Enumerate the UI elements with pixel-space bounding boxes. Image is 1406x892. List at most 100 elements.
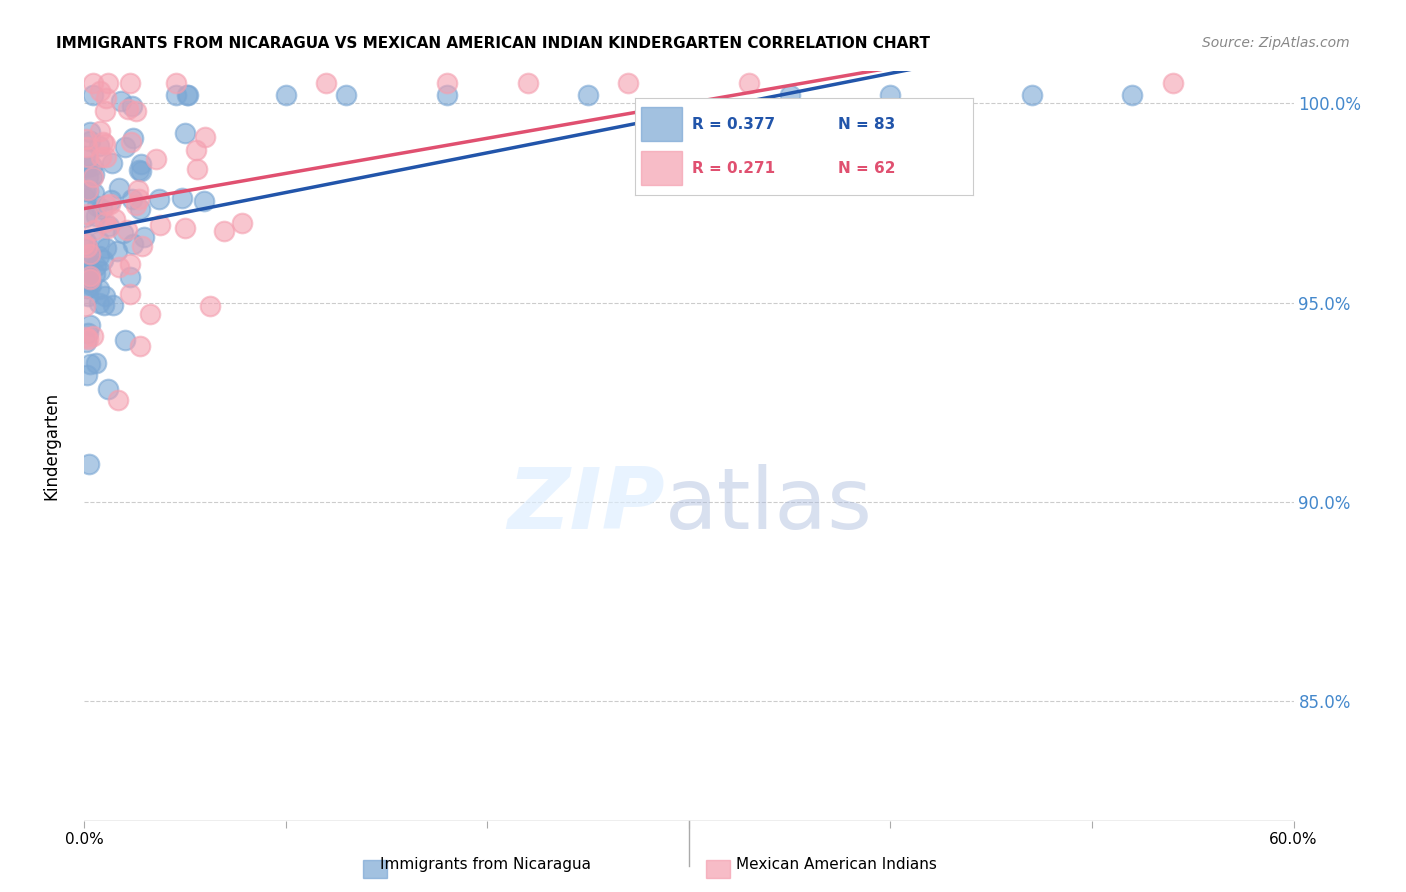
Point — [129, 202, 152, 216]
Point — [101, 155, 124, 169]
Point — [87, 235, 110, 249]
Point — [738, 76, 761, 90]
Point — [231, 216, 253, 230]
Point — [79, 318, 101, 332]
Point — [97, 221, 120, 235]
Point — [82, 170, 104, 185]
Point — [129, 164, 152, 178]
Point — [172, 191, 194, 205]
Point — [97, 383, 120, 397]
Point — [436, 76, 458, 90]
Point — [76, 260, 98, 275]
Point — [173, 220, 195, 235]
Point — [90, 150, 112, 164]
Point — [90, 202, 112, 216]
Point — [76, 140, 98, 154]
Point — [94, 137, 117, 152]
Point — [149, 219, 172, 233]
Point — [1121, 88, 1143, 103]
Point — [121, 236, 143, 251]
Point — [87, 296, 110, 310]
Point — [84, 267, 107, 281]
Point — [128, 192, 150, 206]
Point — [120, 257, 142, 271]
Point — [77, 332, 100, 346]
Point — [75, 334, 97, 349]
Point — [86, 199, 108, 213]
Point — [77, 183, 100, 197]
Point — [76, 160, 98, 174]
Point — [165, 76, 187, 90]
Point — [77, 457, 100, 471]
Point — [274, 88, 297, 103]
Point — [436, 88, 458, 103]
Point — [1161, 76, 1184, 90]
Text: Immigrants from Nicaragua: Immigrants from Nicaragua — [380, 857, 591, 872]
Point — [75, 131, 97, 145]
Point — [100, 193, 122, 207]
Point — [76, 207, 98, 221]
Point — [89, 249, 111, 263]
Point — [94, 103, 117, 118]
Point — [617, 76, 640, 90]
Point — [516, 76, 538, 90]
Point — [121, 99, 143, 113]
Point — [1021, 88, 1043, 103]
Point — [118, 270, 141, 285]
Point — [107, 393, 129, 408]
Point — [80, 170, 103, 185]
Point — [193, 194, 215, 208]
Point — [125, 103, 148, 118]
Point — [177, 88, 200, 103]
Point — [89, 264, 111, 278]
Point — [82, 329, 104, 343]
Point — [75, 330, 97, 344]
Point — [315, 76, 337, 90]
Point — [94, 241, 117, 255]
Point — [115, 222, 138, 236]
Point — [83, 186, 105, 200]
Point — [93, 215, 115, 229]
Point — [186, 143, 208, 157]
Point — [120, 287, 142, 301]
Point — [174, 126, 197, 140]
Point — [76, 368, 98, 382]
Point — [128, 163, 150, 178]
Point — [120, 135, 142, 149]
Point — [879, 88, 901, 103]
Point — [77, 252, 100, 267]
Point — [94, 91, 117, 105]
Point — [75, 268, 97, 283]
Point — [83, 167, 105, 181]
Point — [132, 230, 155, 244]
Point — [335, 88, 357, 103]
Point — [186, 162, 208, 177]
Point — [77, 326, 100, 340]
Point — [79, 247, 101, 261]
Point — [105, 244, 128, 258]
Point — [83, 223, 105, 237]
Point — [77, 150, 100, 164]
Point — [117, 103, 139, 117]
Point — [100, 197, 122, 211]
Point — [79, 272, 101, 286]
Point — [76, 169, 98, 184]
Point — [73, 299, 96, 313]
Point — [89, 84, 111, 98]
Text: IMMIGRANTS FROM NICARAGUA VS MEXICAN AMERICAN INDIAN KINDERGARTEN CORRELATION CH: IMMIGRANTS FROM NICARAGUA VS MEXICAN AME… — [56, 36, 931, 51]
Point — [79, 275, 101, 289]
Point — [165, 88, 187, 103]
Point — [79, 357, 101, 371]
Point — [98, 219, 121, 233]
Text: atlas: atlas — [665, 465, 873, 548]
Point — [94, 150, 117, 164]
Point — [107, 181, 129, 195]
Point — [84, 260, 107, 274]
Point — [779, 88, 801, 103]
Point — [129, 339, 152, 353]
Point — [73, 149, 96, 163]
Point — [131, 239, 153, 253]
Point — [97, 76, 120, 90]
Point — [194, 129, 217, 144]
Text: Source: ZipAtlas.com: Source: ZipAtlas.com — [1202, 36, 1350, 50]
